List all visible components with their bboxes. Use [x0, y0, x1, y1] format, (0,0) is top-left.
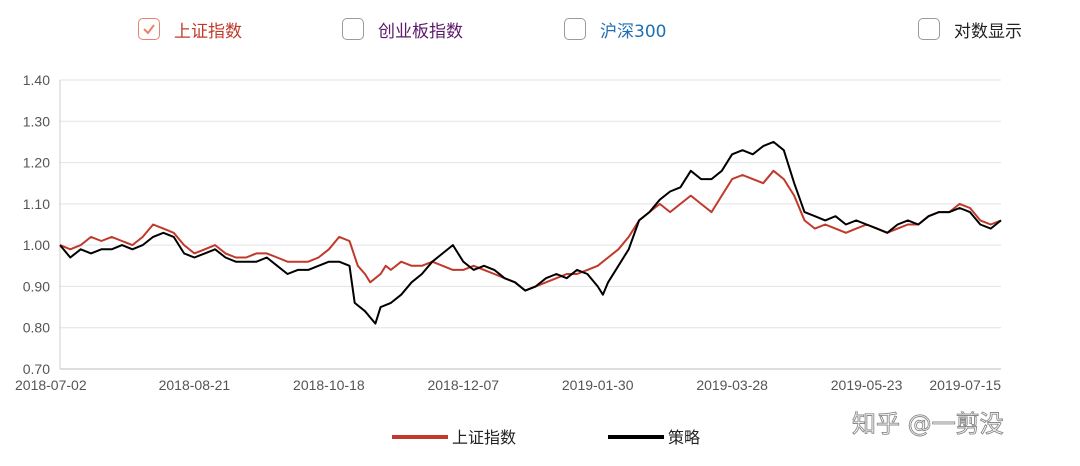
toggle-csi300[interactable]: 沪深300 [564, 16, 666, 42]
series-lines [59, 140, 1002, 325]
y-tick-label: 1.40 [23, 72, 50, 88]
grid-lines [59, 79, 1001, 370]
toggle-label: 沪深300 [600, 21, 667, 42]
y-tick-label: 1.10 [23, 196, 50, 212]
y-tick-label: 0.80 [23, 320, 50, 336]
toggle-label: 上证指数 [174, 21, 242, 42]
series-toggle-bar: 上证指数 创业板指数 沪深300 对数显示 [0, 0, 1080, 56]
legend: 上证指数 策略 [392, 428, 700, 447]
y-tick-label: 0.70 [23, 361, 50, 377]
x-tick-label: 2019-05-23 [831, 377, 903, 393]
legend-label-strategy: 策略 [668, 428, 700, 447]
toggle-shanghai-index[interactable]: 上证指数 [138, 16, 242, 42]
y-tick-label: 0.90 [23, 278, 50, 294]
toggle-log-scale[interactable]: 对数显示 [918, 16, 1022, 42]
checkbox-icon[interactable] [918, 18, 940, 40]
y-tick-label: 1.00 [23, 237, 50, 253]
watermark: 知乎 @一剪没 [852, 410, 1004, 438]
x-tick-label: 2019-03-28 [696, 377, 768, 393]
series-line-strategy [59, 140, 1002, 325]
toggle-label: 创业板指数 [378, 21, 463, 42]
y-axis: 0.70 0.80 0.90 1.00 1.10 1.20 1.30 1.40 [23, 72, 50, 377]
legend-label-shanghai: 上证指数 [452, 428, 516, 447]
x-tick-label: 2019-07-15 [929, 377, 1001, 393]
x-tick-label: 2018-07-02 [15, 377, 87, 393]
series-line-shanghai [59, 169, 1002, 292]
x-tick-label: 2018-12-07 [427, 377, 499, 393]
toggle-label: 对数显示 [954, 21, 1022, 42]
y-tick-label: 1.30 [23, 113, 50, 129]
x-tick-label: 2019-01-30 [562, 377, 634, 393]
x-tick-label: 2018-08-21 [159, 377, 231, 393]
checkbox-icon[interactable] [564, 18, 586, 40]
y-tick-label: 1.20 [23, 155, 50, 171]
x-tick-label: 2018-10-18 [293, 377, 365, 393]
checkbox-checked-icon[interactable] [138, 18, 160, 40]
toggle-chinext-index[interactable]: 创业板指数 [342, 16, 463, 42]
checkbox-icon[interactable] [342, 18, 364, 40]
x-axis: 2018-07-02 2018-08-21 2018-10-18 2018-12-07… [15, 377, 1001, 393]
